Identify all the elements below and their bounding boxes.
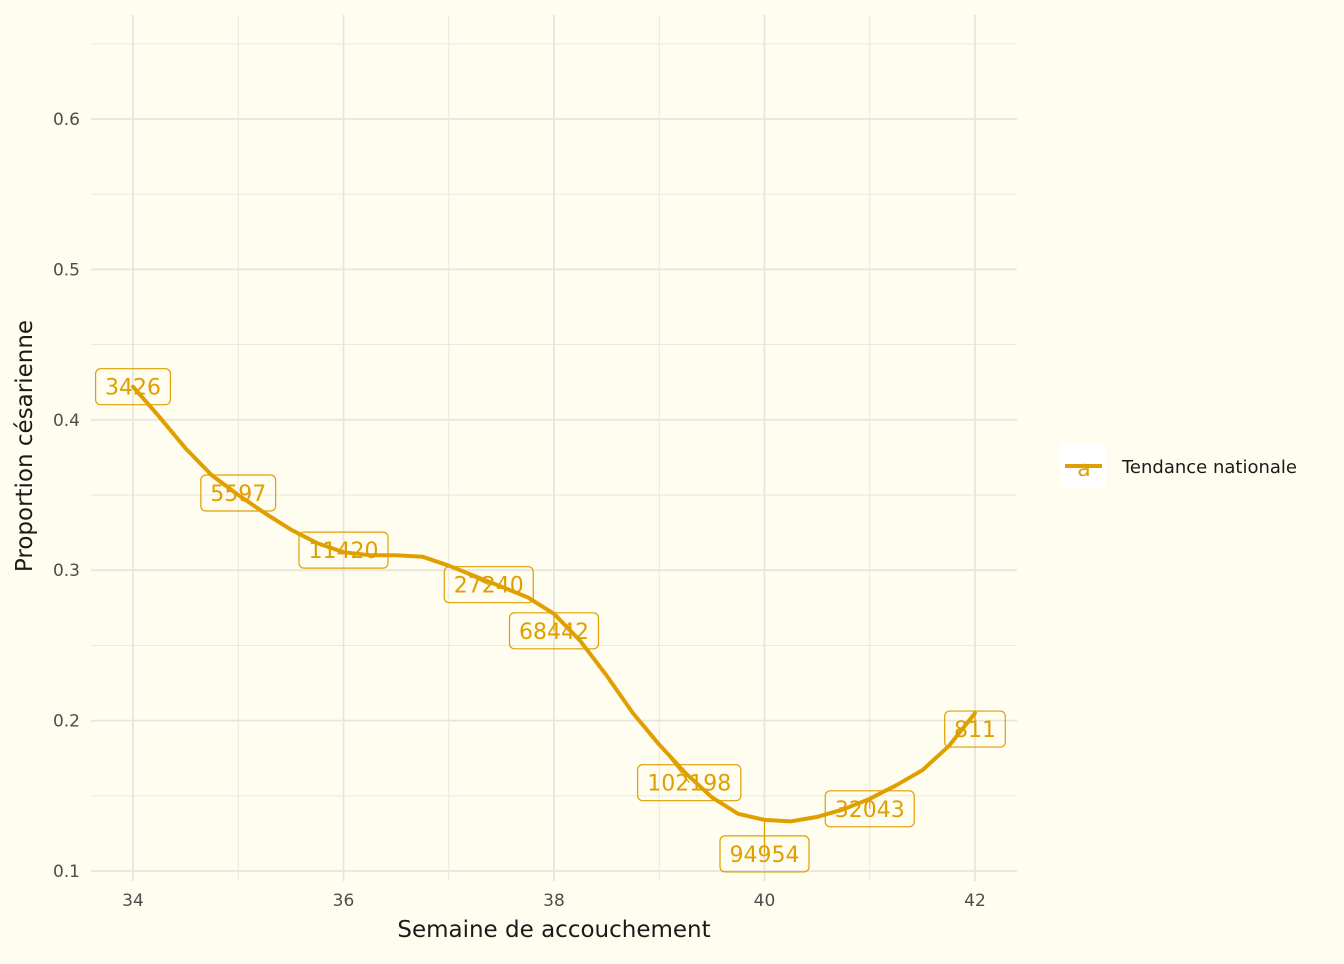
point-label: 102198 xyxy=(647,772,731,797)
point-label-box xyxy=(443,566,534,604)
point-label-box xyxy=(824,790,915,828)
label-connector xyxy=(658,744,690,784)
x-tick-label: 40 xyxy=(754,891,776,911)
x-axis-ticks: 34 36 38 40 42 xyxy=(122,891,986,911)
point-label: 94954 xyxy=(730,843,800,868)
point-label: 811 xyxy=(954,718,996,743)
point-label: 32043 xyxy=(835,798,905,823)
point-label-box xyxy=(944,710,1006,748)
y-tick-label: 0.1 xyxy=(53,862,80,882)
x-tick-label: 36 xyxy=(333,891,355,911)
x-axis-title: Semaine de accouchement xyxy=(397,917,710,943)
y-tick-label: 0.6 xyxy=(53,110,80,130)
major-gridlines xyxy=(91,15,1017,881)
point-label-box xyxy=(508,612,600,650)
point-label: 11420 xyxy=(309,539,379,564)
point-label: 3426 xyxy=(105,376,161,401)
x-tick-label: 42 xyxy=(964,891,986,911)
point-label-box xyxy=(94,368,172,406)
point-label: 68442 xyxy=(519,620,589,645)
label-connectors xyxy=(448,565,976,854)
point-label: 27240 xyxy=(454,574,524,599)
legend: a Tendance nationale xyxy=(1061,443,1297,488)
series-layer xyxy=(131,384,977,824)
legend-label: Tendance nationale xyxy=(1121,457,1297,478)
point-label: 5597 xyxy=(210,482,266,507)
y-axis-title: Proportion césarienne xyxy=(12,320,38,572)
y-tick-label: 0.3 xyxy=(53,561,80,581)
x-tick-label: 34 xyxy=(122,891,144,911)
y-tick-label: 0.5 xyxy=(53,260,80,280)
point-labels: 3426 5597 11420 27240 68442 102198 94954 32043 8… xyxy=(94,368,1006,873)
y-tick-label: 0.4 xyxy=(53,411,80,431)
label-connector xyxy=(448,565,490,586)
x-tick-label: 38 xyxy=(543,891,565,911)
legend-key-glyph: a xyxy=(1077,457,1090,482)
series-line-tendance-nationale xyxy=(131,384,977,824)
point-label-box xyxy=(298,531,389,569)
y-axis-ticks: 0.1 0.2 0.3 0.4 0.5 0.6 xyxy=(53,110,80,882)
point-label-box xyxy=(200,474,277,512)
point-label-box xyxy=(637,764,742,802)
point-label-box xyxy=(719,835,810,873)
y-tick-label: 0.2 xyxy=(53,712,80,732)
